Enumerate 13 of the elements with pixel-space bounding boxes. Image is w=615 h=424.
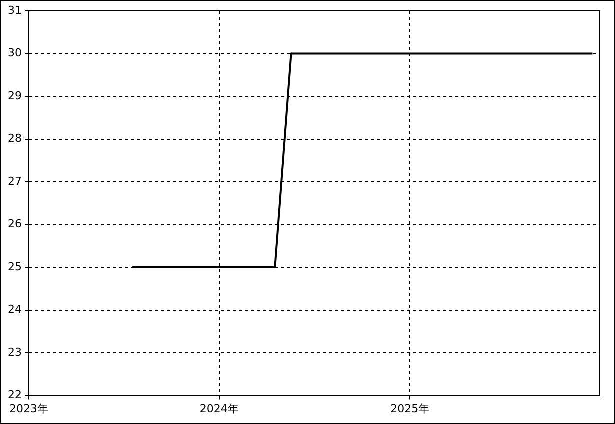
- y-tick-label: 28: [8, 132, 22, 146]
- y-tick-label: 25: [8, 260, 22, 274]
- y-tick-label: 31: [8, 4, 22, 17]
- x-tick-label: 2023年: [9, 402, 48, 416]
- y-tick-label: 26: [8, 218, 22, 231]
- y-tick-label: 23: [8, 346, 22, 359]
- y-tick-label: 24: [8, 303, 22, 316]
- x-tick-label: 2025年: [390, 402, 430, 416]
- x-tick-label: 2024年: [200, 402, 239, 416]
- y-tick-label: 29: [8, 89, 22, 102]
- y-tick-label: 27: [8, 174, 22, 188]
- y-tick-label: 30: [8, 46, 22, 60]
- y-tick-label: 22: [8, 388, 22, 402]
